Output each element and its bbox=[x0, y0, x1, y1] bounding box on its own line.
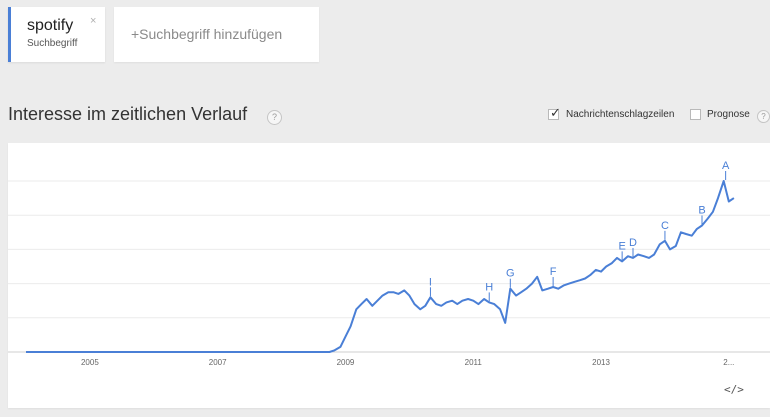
annotation-label: E bbox=[618, 240, 625, 252]
headlines-label: Nachrichtenschlagzeilen bbox=[566, 109, 675, 120]
x-tick-label: 2... bbox=[723, 358, 734, 367]
annotation-label: D bbox=[629, 237, 637, 249]
headlines-checkbox[interactable]: ✓ bbox=[548, 105, 561, 120]
annotation-label: B bbox=[698, 204, 705, 216]
close-icon[interactable]: × bbox=[90, 15, 97, 27]
x-tick-label: 2005 bbox=[81, 358, 99, 367]
search-term-type: Suchbegriff bbox=[27, 38, 78, 49]
section-title: Interesse im zeitlichen Verlauf bbox=[8, 104, 248, 124]
add-search-term-button[interactable]: +Suchbegriff hinzufügen bbox=[114, 7, 319, 62]
x-tick-label: 2007 bbox=[209, 358, 227, 367]
interest-over-time-chart: 2005 2007 2009 2011 2013 2... I H G F E D C B A bbox=[8, 160, 770, 367]
x-tick-label: 2011 bbox=[465, 358, 483, 367]
search-term-name: spotify bbox=[27, 17, 74, 34]
annotation-label: A bbox=[722, 160, 730, 172]
checkmark-icon: ✓ bbox=[550, 105, 561, 120]
forecast-checkbox[interactable] bbox=[690, 109, 701, 120]
add-search-term-label: +Suchbegriff hinzufügen bbox=[131, 26, 283, 42]
annotation-label: G bbox=[506, 268, 515, 280]
annotation-label: H bbox=[485, 281, 493, 293]
search-term-card[interactable]: spotify × Suchbegriff bbox=[8, 7, 105, 62]
x-tick-label: 2009 bbox=[337, 358, 355, 367]
forecast-label: Prognose bbox=[707, 109, 750, 120]
series-line bbox=[26, 180, 735, 353]
help-icon[interactable]: ? bbox=[267, 110, 282, 125]
chart-card: 2005 2007 2009 2011 2013 2... I H G F E D C B A bbox=[8, 143, 770, 408]
embed-code-icon[interactable]: </> bbox=[724, 383, 744, 396]
forecast-help-icon[interactable]: ? bbox=[757, 110, 770, 123]
annotation-label: F bbox=[550, 266, 557, 278]
x-tick-label: 2013 bbox=[592, 358, 610, 367]
annotation-label: I bbox=[429, 276, 432, 288]
annotation-label: C bbox=[661, 220, 669, 232]
